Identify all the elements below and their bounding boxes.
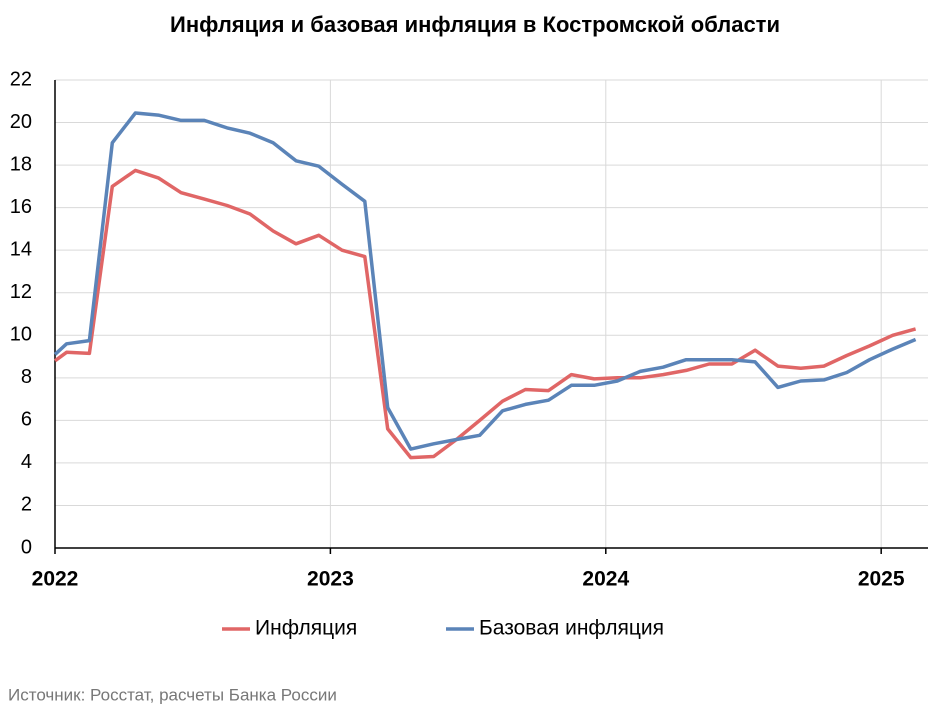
- x-tick-label: 2024: [582, 568, 629, 591]
- y-tick-label: 8: [21, 366, 32, 388]
- y-tick-label: 6: [21, 409, 32, 431]
- x-tick-label: 2022: [32, 568, 79, 591]
- y-tick-label: 12: [10, 281, 32, 303]
- series-line: [53, 111, 917, 451]
- source-note: Источник: Росстат, расчеты Банка России: [8, 685, 337, 704]
- y-tick-label: 22: [10, 68, 32, 90]
- y-tick-label: 0: [21, 536, 32, 558]
- chart-title: Инфляция и базовая инфляция в Костромско…: [170, 12, 780, 37]
- y-tick-label: 18: [10, 153, 32, 175]
- y-tick-label: 16: [10, 196, 32, 218]
- y-tick-label: 14: [10, 238, 32, 260]
- y-tick-label: 20: [10, 111, 32, 133]
- y-tick-label: 10: [10, 324, 32, 346]
- x-tick-label: 2023: [307, 568, 354, 591]
- legend-label: Базовая инфляция: [479, 617, 664, 640]
- x-tick-label: 2025: [858, 568, 905, 591]
- y-tick-label: 2: [21, 494, 32, 516]
- series-line: [53, 168, 917, 460]
- y-tick-label: 4: [21, 451, 32, 473]
- legend-label: Инфляция: [255, 617, 357, 640]
